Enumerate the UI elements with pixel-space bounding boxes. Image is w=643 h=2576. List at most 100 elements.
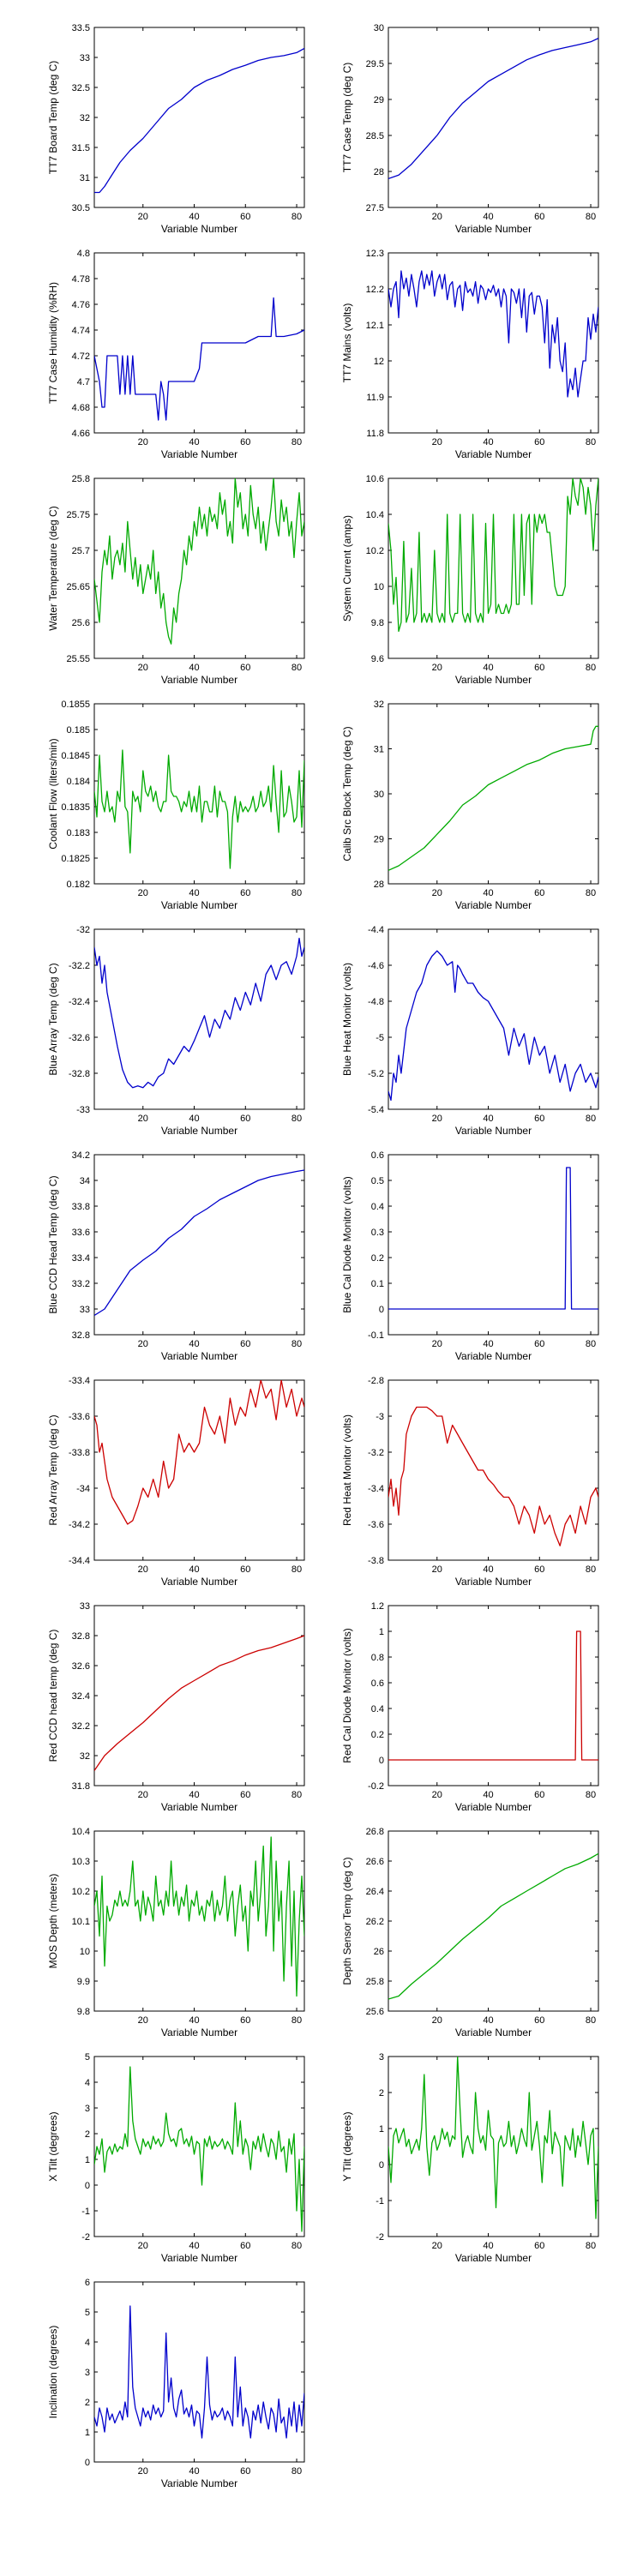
chart-11-ytick-label: 33	[80, 1305, 90, 1315]
chart-15-ytick-label: 32.4	[72, 1691, 90, 1702]
chart-1-plot-frame	[93, 27, 305, 208]
chart-16-ytick-label: 1.2	[371, 1601, 384, 1612]
chart-6-xtick-label: 40	[483, 663, 493, 673]
chart-3-ytick-label: 4.72	[72, 351, 90, 362]
chart-16-ytick-label: 0.2	[371, 1730, 384, 1740]
chart-12-xtick-label: 20	[432, 1339, 442, 1349]
chart-2-ytick-label: 30	[374, 23, 384, 33]
chart-14-ytick-label: -3.8	[368, 1556, 384, 1566]
chart-3-xlabel: Variable Number	[161, 448, 237, 460]
chart-1: 30.5 31 31.5 32 32.5 33 33.5 20 40 60 80 Variable N…	[47, 23, 305, 235]
chart-15-plot-frame	[93, 1605, 305, 1786]
chart-17-ytick-label: 10.4	[72, 1827, 90, 1837]
chart-21-xlabel: Variable Number	[161, 2477, 237, 2489]
chart-10-ytick-label: -5.2	[368, 1069, 384, 1079]
chart-13-xtick-label: 80	[291, 1564, 302, 1575]
chart-21-xtick-label: 60	[240, 2466, 250, 2477]
chart-1-xtick-label: 20	[138, 212, 148, 222]
chart-16-ytick-label: 1	[379, 1627, 384, 1637]
chart-17-plot-frame	[93, 1830, 305, 2012]
chart-9-ytick-label: -32.2	[69, 961, 90, 971]
chart-10-ytick-label: -4.4	[368, 925, 384, 935]
chart-11-xlabel: Variable Number	[161, 1350, 237, 1362]
chart-18-plot-frame	[388, 1830, 599, 2012]
chart-9-ytick-label: -32	[76, 925, 90, 935]
chart-2-ytick-label: 28.5	[366, 131, 384, 141]
chart-21-ytick-label: 5	[85, 2308, 90, 2318]
chart-1-ytick-label: 31	[80, 173, 90, 183]
chart-20-ytick-label: 3	[379, 2052, 384, 2063]
chart-9-ytick-label: -32.4	[69, 997, 90, 1007]
chart-7-ytick-label: 0.1825	[61, 854, 90, 864]
chart-13-ytick-label: -34	[76, 1484, 90, 1494]
chart-17-xtick-label: 20	[138, 2015, 148, 2026]
chart-6: 9.6 9.8 10 10.2 10.4 10.6 20 40 60 80 Variable Num…	[341, 474, 599, 686]
chart-10-ytick-label: -4.8	[368, 997, 384, 1007]
chart-1-ytick-label: 32.5	[72, 83, 90, 93]
chart-10-xtick-label: 20	[432, 1114, 442, 1124]
chart-17-xtick-label: 60	[240, 2015, 250, 2026]
chart-12-ytick-label: 0.1	[371, 1279, 384, 1289]
chart-9: -33 -32.8 -32.6 -32.4 -32.2 -32 20 40 60 80 Variab…	[47, 925, 305, 1137]
chart-18-xlabel: Variable Number	[455, 2027, 532, 2039]
chart-19-ytick-label: 3	[85, 2104, 90, 2114]
chart-16: -0.2 0 0.2 0.4 0.6 0.8 1 1.2 20 40 60 80 Variable Nu…	[341, 1601, 599, 1813]
chart-20-xtick-label: 20	[432, 2241, 442, 2251]
chart-4-ytick-label: 12.3	[366, 249, 384, 259]
chart-4-xtick-label: 60	[534, 437, 544, 447]
chart-21-ytick-label: 0	[85, 2458, 90, 2468]
chart-2-xlabel: Variable Number	[455, 223, 532, 235]
chart-4-xlabel: Variable Number	[455, 448, 532, 460]
chart-6-plot-frame	[388, 477, 599, 659]
chart-10: -5.4 -5.2 -5 -4.8 -4.6 -4.4 20 40 60 80 Variable N…	[341, 925, 599, 1137]
chart-8-ytick-label: 29	[374, 835, 384, 845]
chart-5-xtick-label: 60	[240, 663, 250, 673]
chart-5-ylabel: Water Temperature (deg C)	[47, 506, 59, 630]
chart-6-series-line	[388, 478, 598, 633]
chart-7-ytick-label: 0.182	[66, 880, 90, 890]
chart-7-xlabel: Variable Number	[161, 899, 237, 911]
chart-16-ytick-label: -0.2	[368, 1781, 384, 1792]
chart-8-xtick-label: 80	[586, 888, 596, 898]
chart-18-ylabel: Depth Sensor Temp (deg C)	[341, 1857, 353, 1985]
chart-9-xtick-label: 80	[291, 1114, 302, 1124]
chart-19-series-line	[94, 2066, 304, 2232]
chart-2-ytick-label: 27.5	[366, 203, 384, 213]
chart-19-xtick-label: 60	[240, 2241, 250, 2251]
chart-7-ytick-label: 0.1855	[61, 700, 90, 710]
chart-12-plot-frame	[388, 1154, 599, 1336]
chart-1-ylabel: TT7 Board Temp (deg C)	[47, 61, 59, 175]
chart-12-xtick-label: 40	[483, 1339, 493, 1349]
chart-5-xtick-label: 80	[291, 663, 302, 673]
chart-3-ytick-label: 4.74	[72, 326, 90, 336]
chart-12-ytick-label: 0.5	[371, 1176, 384, 1186]
chart-17-ytick-label: 10.3	[72, 1857, 90, 1867]
chart-20-xtick-label: 80	[586, 2241, 596, 2251]
chart-7-xtick-label: 80	[291, 888, 302, 898]
chart-18-ytick-label: 26.2	[366, 1917, 384, 1927]
chart-21-ylabel: Inclination (degrees)	[47, 2326, 59, 2419]
chart-4-ytick-label: 11.9	[366, 393, 384, 403]
chart-6-ytick-label: 10	[374, 582, 384, 592]
chart-1-ytick-label: 33.5	[72, 23, 90, 33]
chart-13-xtick-label: 60	[240, 1564, 250, 1575]
chart-1-ytick-label: 32	[80, 113, 90, 123]
chart-19: -2 -1 0 1 2 3 4 5 20 40 60 80 Variable Number X Tilt …	[47, 2052, 305, 2264]
chart-19-ytick-label: -2	[81, 2232, 90, 2243]
chart-16-xtick-label: 20	[432, 1790, 442, 1800]
chart-11-ylabel: Blue CCD Head Temp (deg C)	[47, 1175, 59, 1313]
chart-5-xtick-label: 20	[138, 663, 148, 673]
chart-12-ytick-label: 0	[379, 1305, 384, 1315]
chart-1-xtick-label: 60	[240, 212, 250, 222]
chart-10-series-line	[388, 950, 598, 1102]
chart-19-ylabel: X Tilt (degrees)	[47, 2111, 59, 2181]
chart-7-ytick-label: 0.185	[66, 725, 90, 736]
chart-3-series-line	[94, 297, 304, 421]
chart-12-ytick-label: 0.2	[371, 1253, 384, 1264]
chart-15-xtick-label: 20	[138, 1790, 148, 1800]
chart-6-ytick-label: 9.6	[371, 654, 384, 664]
chart-16-ytick-label: 0.8	[371, 1653, 384, 1663]
chart-2: 27.5 28 28.5 29 29.5 30 20 40 60 80 Variable Numbe…	[341, 23, 599, 235]
chart-1-xlabel: Variable Number	[161, 223, 237, 235]
